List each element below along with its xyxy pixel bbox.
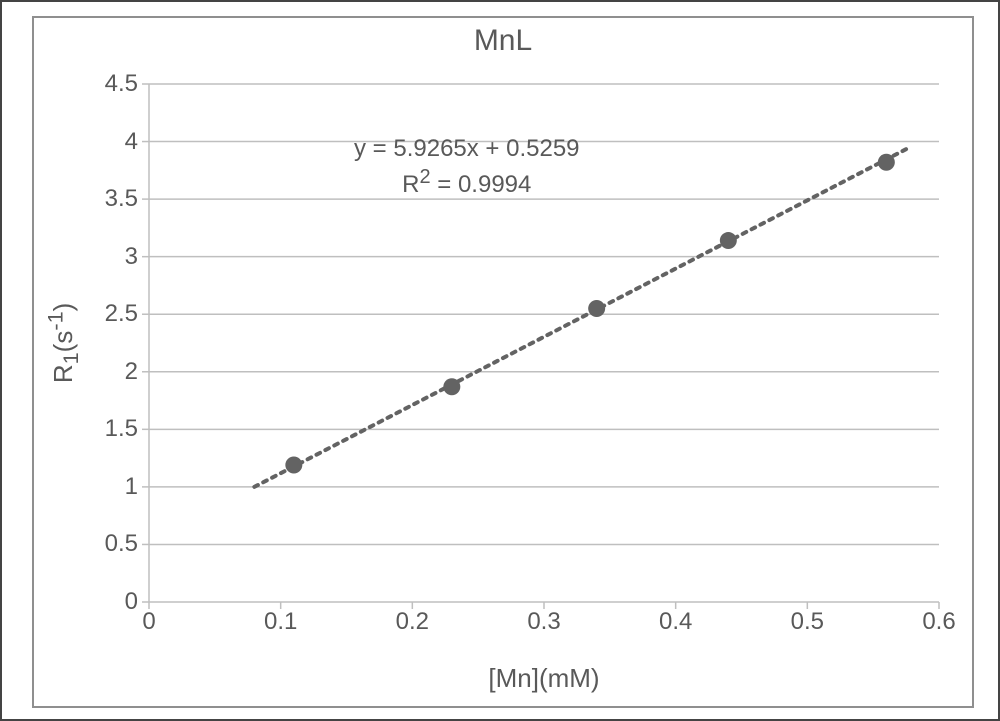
y-tick-label: 3	[78, 243, 138, 271]
ylabel-suffix: )	[48, 303, 78, 312]
y-tick-label: 3.5	[78, 185, 138, 213]
equation-line1: y = 5.9265x + 0.5259	[354, 133, 580, 164]
x-tick-label: 0.4	[646, 608, 706, 636]
equation-sup: 2	[419, 166, 430, 188]
x-tick-label: 0.2	[382, 608, 442, 636]
x-tick-label: 0.6	[909, 608, 969, 636]
chart-panel: MnL R1(s-1) 00.511.522.533.544.5 00.10.2…	[32, 16, 974, 708]
y-tick-label: 1	[78, 473, 138, 501]
ylabel-mid: (s	[48, 331, 78, 353]
x-axis-label: [Mn](mM)	[149, 663, 939, 694]
y-axis-label-wrap: R1(s-1)	[48, 84, 78, 602]
equation-line2: R2 = 0.9994	[354, 164, 580, 200]
y-tick-label: 4	[78, 128, 138, 156]
chart-title: MnL	[34, 24, 972, 58]
x-tick-label: 0.3	[514, 608, 574, 636]
equation-r: R	[402, 171, 419, 198]
regression-equation: y = 5.9265x + 0.5259 R2 = 0.9994	[354, 133, 580, 200]
data-point	[285, 457, 302, 474]
data-point	[878, 154, 895, 171]
x-tick-label: 0	[119, 608, 179, 636]
y-tick-label: 2.5	[78, 300, 138, 328]
equation-rest: = 0.9994	[431, 171, 532, 198]
x-tick-label: 0.1	[251, 608, 311, 636]
data-point	[443, 378, 460, 395]
y-tick-label: 2	[78, 358, 138, 386]
data-point	[588, 300, 605, 317]
ylabel-sup: -1	[42, 311, 67, 330]
y-tick-label: 4.5	[78, 70, 138, 98]
ylabel-prefix: R	[48, 364, 78, 383]
outer-border: MnL R1(s-1) 00.511.522.533.544.5 00.10.2…	[0, 0, 1000, 721]
data-point	[720, 232, 737, 249]
y-tick-label: 1.5	[78, 415, 138, 443]
y-tick-label: 0.5	[78, 530, 138, 558]
x-tick-label: 0.5	[777, 608, 837, 636]
